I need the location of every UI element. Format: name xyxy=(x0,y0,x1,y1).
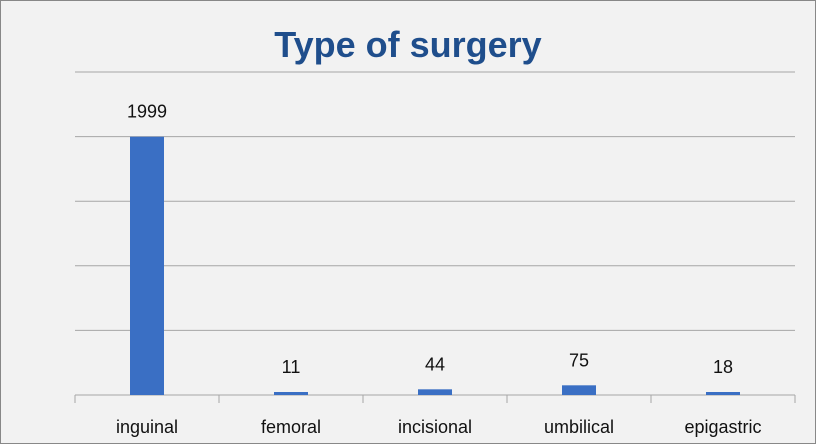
bar-incisional xyxy=(418,389,452,395)
bar-umbilical xyxy=(562,385,596,395)
data-label-umbilical: 75 xyxy=(569,350,589,370)
data-label-femoral: 11 xyxy=(282,357,301,377)
bar-inguinal xyxy=(130,136,164,396)
category-label-inguinal: inguinal xyxy=(116,417,178,437)
category-label-femoral: femoral xyxy=(261,417,321,437)
category-label-umbilical: umbilical xyxy=(544,417,614,437)
bars xyxy=(130,136,740,396)
chart-title: Type of surgery xyxy=(274,24,542,65)
category-label-epigastric: epigastric xyxy=(684,417,761,437)
data-labels: 1999 11 44 75 18 xyxy=(127,102,733,377)
gridlines xyxy=(75,71,795,331)
x-axis xyxy=(74,394,796,403)
data-label-epigastric: 18 xyxy=(713,357,733,377)
category-label-incisional: incisional xyxy=(398,417,472,437)
data-label-inguinal: 1999 xyxy=(127,102,167,122)
bar-femoral xyxy=(274,392,308,395)
category-labels: inguinal femoral incisional umbilical epigas… xyxy=(116,417,762,437)
data-label-incisional: 44 xyxy=(425,354,445,374)
bar-epigastric xyxy=(706,392,740,395)
